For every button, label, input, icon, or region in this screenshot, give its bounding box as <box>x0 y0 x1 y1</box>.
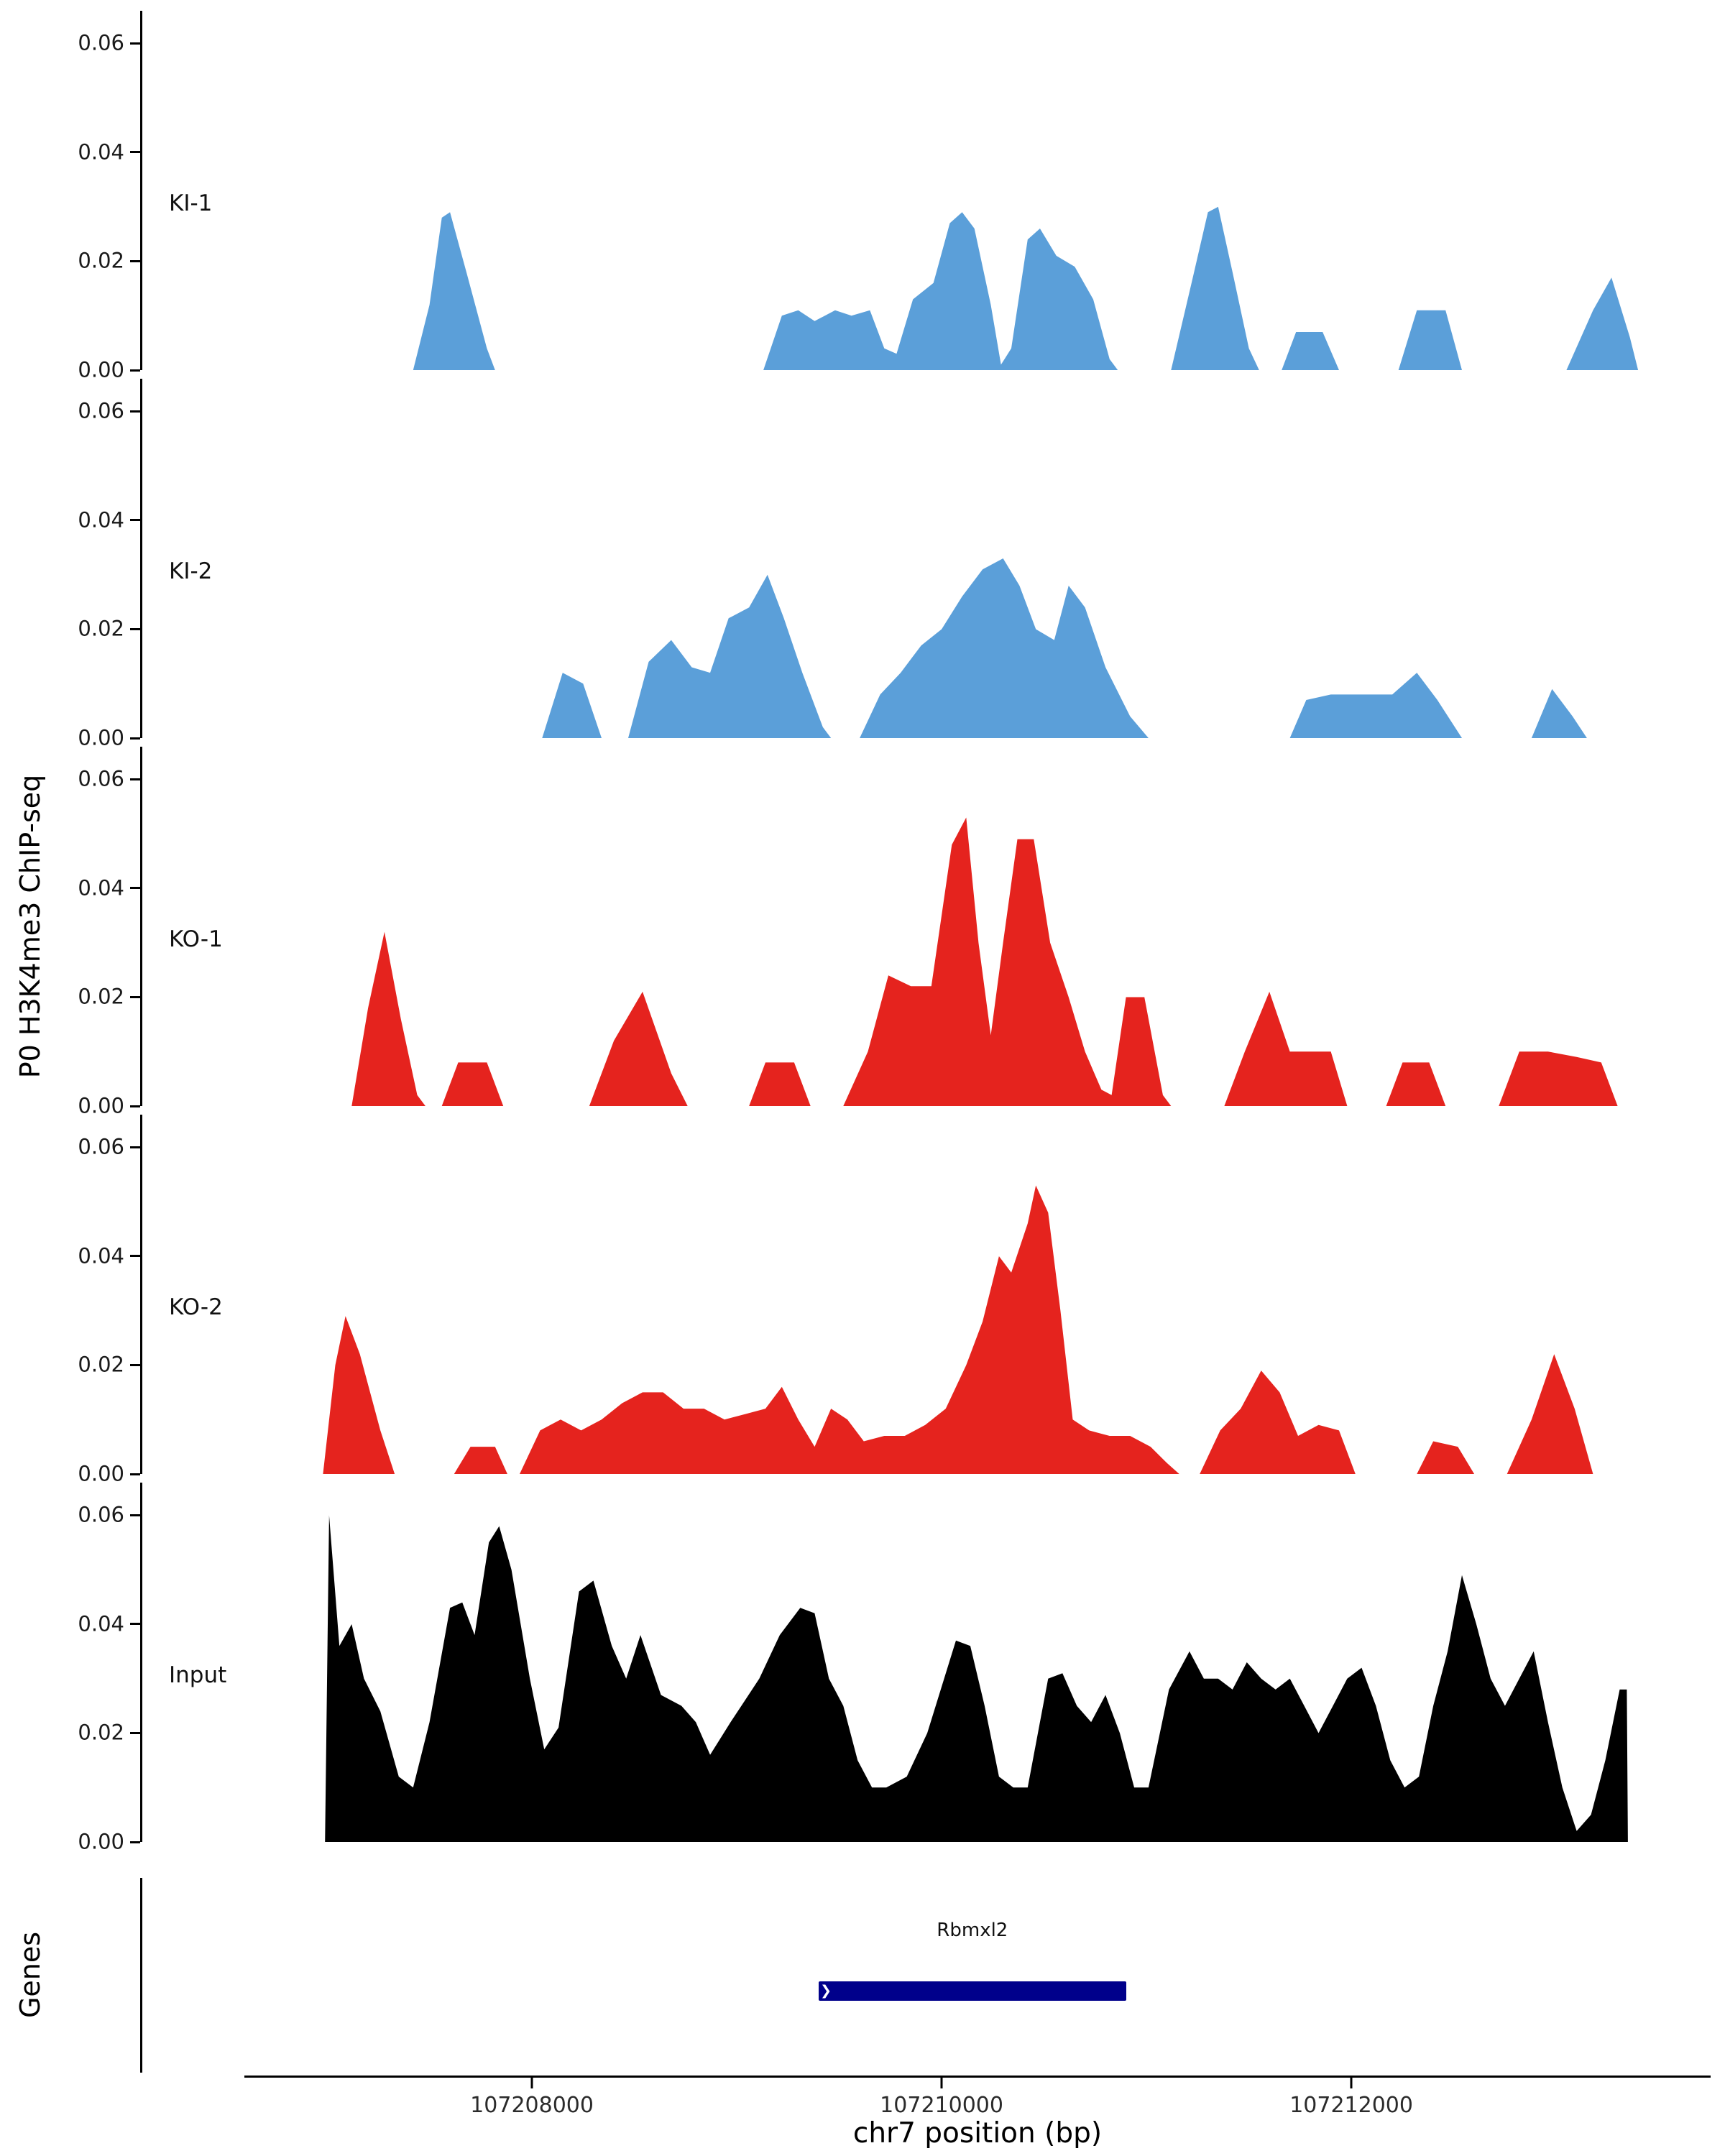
x-tick <box>530 2078 533 2088</box>
y-axis-spine <box>140 747 142 1106</box>
x-tick <box>1350 2078 1353 2088</box>
coverage-area-ki-2 <box>542 558 1587 738</box>
y-axis-spine <box>140 1483 142 1842</box>
track-label-ko-1: KO-1 <box>169 926 223 952</box>
y-tick <box>130 1623 140 1626</box>
y-tick <box>130 1255 140 1258</box>
y-tick <box>130 995 140 998</box>
x-axis-line <box>244 2076 1711 2078</box>
y-tick-label: 0.00 <box>78 1829 124 1854</box>
x-tick <box>940 2078 943 2088</box>
y-tick <box>130 151 140 154</box>
y-tick-label: 0.06 <box>78 398 124 423</box>
track-panel-input: 0.00 0.02 0.04 0.06 Input <box>78 1483 1711 1852</box>
track-panel-ko-1: 0.00 0.02 0.04 0.06 KO-1 <box>78 747 1711 1116</box>
y-tick <box>130 1514 140 1516</box>
x-tick-label: 107212000 <box>1289 2093 1413 2118</box>
y-tick-label: 0.00 <box>78 1093 124 1118</box>
gene-direction-arrow-icon: ❯ <box>820 1983 832 1999</box>
coverage-area-ko-2 <box>323 1185 1593 1474</box>
y-tick <box>130 627 140 630</box>
y-tick-label: 0.02 <box>78 1352 124 1377</box>
y-tick-label: 0.06 <box>78 1502 124 1527</box>
y-tick-label: 0.06 <box>78 766 124 791</box>
y-axis-spine <box>140 379 142 738</box>
y-tick <box>130 887 140 890</box>
y-tick-label: 0.02 <box>78 616 124 641</box>
y-tick-label: 0.00 <box>78 725 124 750</box>
y-tick-label: 0.04 <box>78 507 124 533</box>
y-tick <box>130 369 140 372</box>
coverage-area-ki-1 <box>413 206 1639 370</box>
y-tick-label: 0.06 <box>78 1134 124 1159</box>
y-tick <box>130 1105 140 1107</box>
track-label-ki-2: KI-2 <box>169 558 213 584</box>
x-tick-label: 107210000 <box>880 2093 1003 2118</box>
track-label-input: Input <box>169 1662 227 1688</box>
y-tick <box>130 1363 140 1366</box>
gene-name-label: Rbmxl2 <box>937 1920 1008 1941</box>
y-tick <box>130 1731 140 1734</box>
track-label-ki-1: KI-1 <box>169 190 213 216</box>
track-label-ko-2: KO-2 <box>169 1294 223 1320</box>
y-tick-label: 0.04 <box>78 875 124 900</box>
y-tick <box>130 259 140 262</box>
x-tick-label: 107208000 <box>470 2093 594 2118</box>
coverage-area-ko-1 <box>351 817 1618 1106</box>
y-tick-label: 0.02 <box>78 1720 124 1745</box>
genes-panel: Rbmxl2 ❯ <box>140 1878 1711 2073</box>
y-tick-label: 0.04 <box>78 1243 124 1268</box>
genes-axis-spine <box>140 1878 142 2073</box>
y-tick-label: 0.02 <box>78 248 124 273</box>
y-tick <box>130 1473 140 1475</box>
y-tick-label: 0.04 <box>78 139 124 165</box>
track-panel-ki-2: 0.00 0.02 0.04 0.06 KI-2 <box>78 379 1711 748</box>
y-axis-spine <box>140 1115 142 1474</box>
y-axis-label: P0 H3K4me3 ChIP-seq <box>14 774 46 1079</box>
track-panel-ko-2: 0.00 0.02 0.04 0.06 KO-2 <box>78 1115 1711 1484</box>
y-tick <box>130 737 140 740</box>
y-axis-spine <box>140 11 142 370</box>
genes-axis-label: Genes <box>14 1931 46 2019</box>
y-tick-label: 0.00 <box>78 1461 124 1486</box>
y-tick-label: 0.04 <box>78 1611 124 1636</box>
y-tick-label: 0.06 <box>78 30 124 55</box>
x-axis-label: chr7 position (bp) <box>852 2117 1103 2150</box>
y-tick <box>130 778 140 780</box>
y-tick <box>130 1841 140 1843</box>
coverage-area-input <box>325 1515 1628 1842</box>
y-tick-label: 0.00 <box>78 357 124 382</box>
y-tick <box>130 519 140 522</box>
gene-body-bar: ❯ <box>819 1981 1126 2001</box>
y-tick <box>130 410 140 413</box>
y-tick <box>130 1146 140 1148</box>
y-tick-label: 0.02 <box>78 984 124 1009</box>
y-tick <box>130 42 140 45</box>
track-panel-ki-1: 0.00 0.02 0.04 0.06 KI-1 <box>78 11 1711 380</box>
